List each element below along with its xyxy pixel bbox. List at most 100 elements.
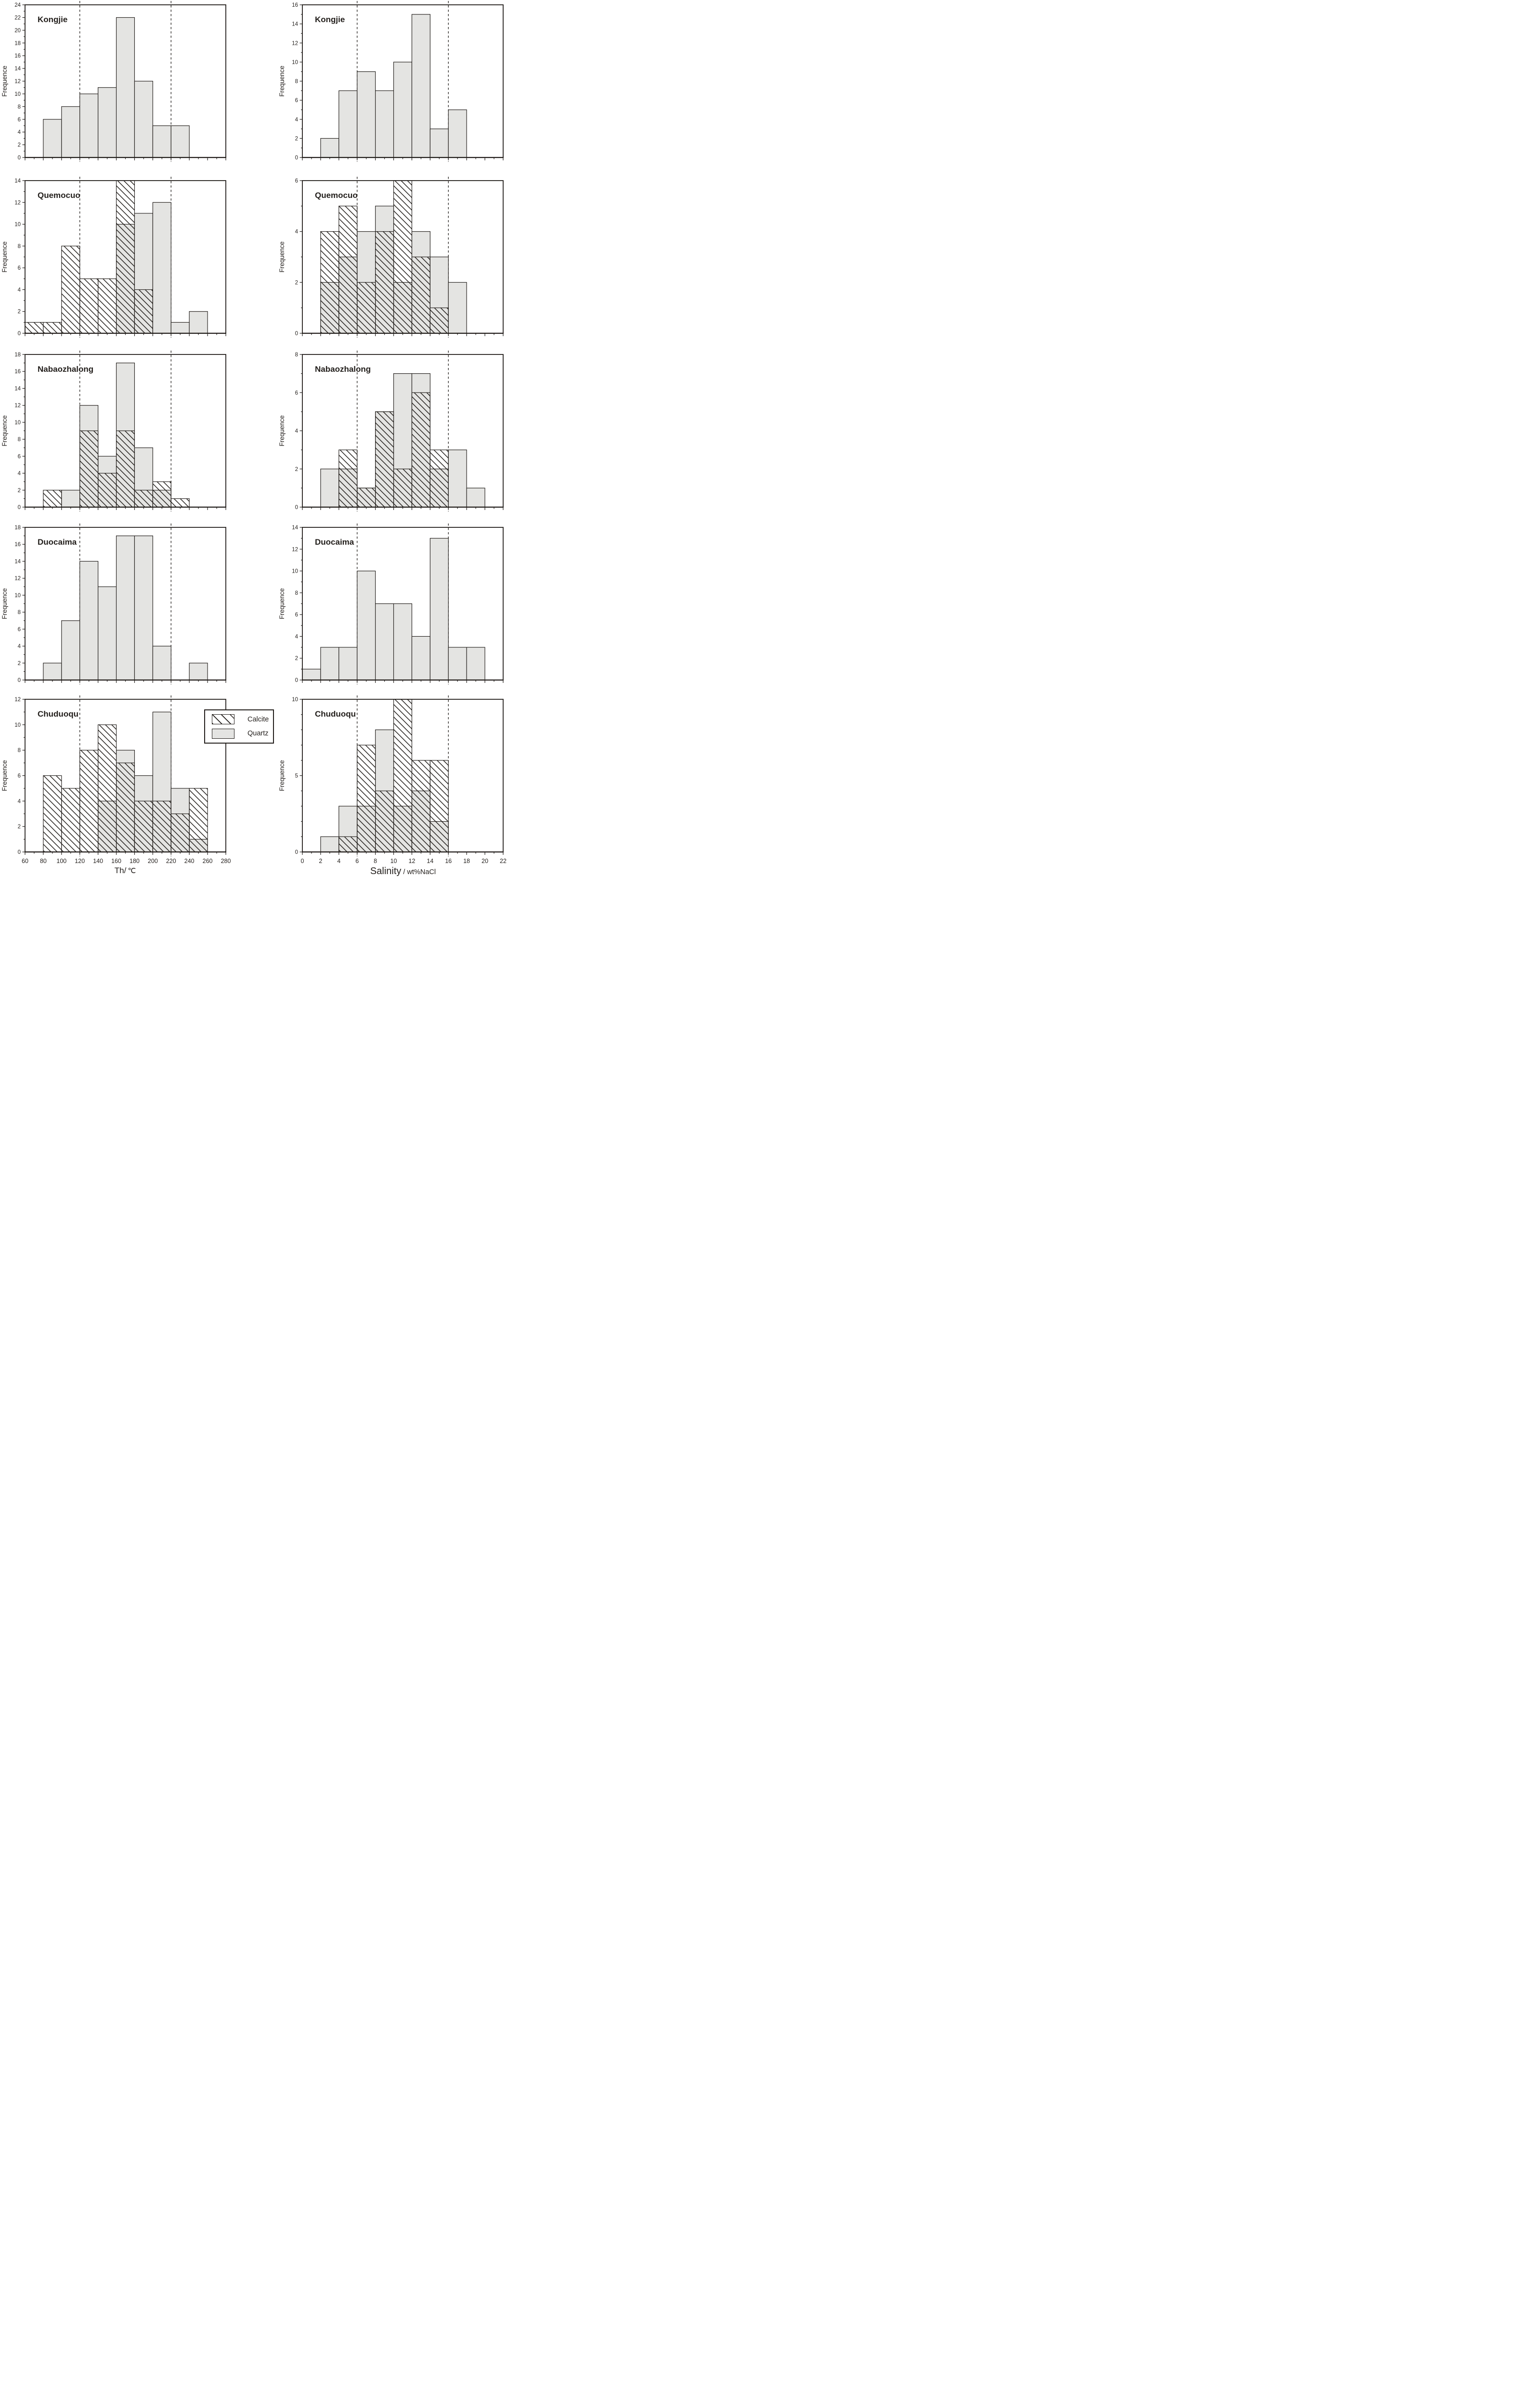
svg-text:10: 10	[14, 593, 21, 599]
svg-text:16: 16	[14, 542, 21, 548]
bar	[61, 620, 80, 681]
dashed-reference-lines	[357, 177, 449, 338]
svg-text:16: 16	[14, 369, 21, 375]
bar	[429, 760, 449, 852]
svg-text:2: 2	[295, 467, 298, 472]
bar	[375, 603, 394, 681]
y-axis-ticks: 0 2 4 6 8 10 12 14	[14, 178, 25, 337]
chart-duocaima-sal: 0 2 4 6 8 10 12 14 Duocaima Frequence	[278, 523, 504, 684]
bar	[98, 724, 117, 852]
bar	[170, 498, 190, 508]
svg-text:0: 0	[18, 155, 21, 161]
bar	[43, 119, 62, 158]
y-axis-label: Frequence	[1, 415, 8, 446]
y-axis-label: Frequence	[278, 65, 286, 97]
svg-text:12: 12	[409, 858, 416, 864]
x-axis-ticks	[302, 680, 504, 683]
svg-text:2: 2	[18, 488, 21, 494]
x-axis-ticks: 60 80 100 120 140 160 180 200 220 240 260 280	[22, 852, 231, 864]
y-axis-ticks: 0 2 4 6 8 10 12	[14, 697, 25, 855]
panel-title: Kongjie	[38, 15, 67, 24]
panel-title: Nabaozhalong	[38, 365, 93, 374]
bar	[189, 311, 208, 334]
svg-text:6: 6	[355, 858, 359, 864]
bars-quartz	[302, 538, 485, 681]
svg-text:12: 12	[14, 697, 21, 703]
panel-title: Duocaima	[315, 537, 354, 547]
svg-text:12: 12	[292, 547, 298, 552]
svg-text:60: 60	[22, 858, 28, 864]
chart-nabaozhalong-th: 0 2 4 6 8 10 12 14 16 18 Nabaozhalong Frequence	[1, 351, 226, 511]
bar	[79, 750, 99, 852]
bar	[357, 745, 376, 852]
bar	[189, 788, 208, 852]
svg-text:4: 4	[18, 798, 21, 804]
chart-nabaozhalong-sal: 0 2 4 6 8 Nabaozhalong Frequence	[278, 351, 504, 511]
svg-text:12: 12	[14, 79, 21, 85]
svg-text:0: 0	[295, 678, 298, 683]
bar	[170, 125, 190, 158]
svg-text:18: 18	[14, 352, 21, 358]
svg-text:2: 2	[18, 309, 21, 315]
y-axis-ticks: 0 2 4 6 8	[295, 352, 302, 510]
svg-text:20: 20	[14, 28, 21, 34]
bar	[393, 62, 413, 158]
bar	[448, 647, 467, 681]
bar	[79, 278, 99, 334]
svg-text:0: 0	[18, 678, 21, 683]
svg-text:140: 140	[93, 858, 103, 864]
svg-text:120: 120	[75, 858, 85, 864]
bar	[448, 282, 467, 334]
x-axis-title-th: Th/℃	[115, 866, 136, 876]
svg-text:12: 12	[292, 40, 298, 46]
svg-text:220: 220	[166, 858, 176, 864]
x-axis-ticks	[25, 157, 226, 160]
svg-text:4: 4	[18, 644, 21, 650]
dashed-reference-lines	[79, 1, 171, 162]
bar	[357, 487, 376, 508]
bar	[320, 138, 339, 158]
svg-text:2: 2	[18, 661, 21, 667]
bar	[411, 636, 430, 681]
svg-text:12: 12	[14, 200, 21, 206]
bars-calcite	[25, 180, 153, 334]
bar	[375, 231, 394, 334]
bar	[375, 90, 394, 158]
bar	[134, 490, 153, 508]
svg-text:100: 100	[56, 858, 66, 864]
svg-text:14: 14	[14, 178, 21, 184]
svg-text:2: 2	[18, 143, 21, 148]
svg-text:0: 0	[295, 331, 298, 337]
x-axis-title-salinity: Salinity / wt%NaCl	[370, 866, 436, 877]
svg-text:10: 10	[292, 697, 298, 703]
x-axis-ticks: 0 2 4 6 8 10 12 14 16 18 20 22	[301, 852, 507, 864]
bar	[411, 14, 430, 158]
y-axis-ticks: 0 2 4 6 8 10 12 14 16 18	[14, 352, 25, 510]
svg-text:14: 14	[292, 22, 298, 27]
bar	[375, 790, 394, 852]
dashed-reference-lines	[357, 1, 449, 162]
bars-calcite	[338, 699, 449, 852]
chart-chuduoqu-th: 0 2 4 6 8 10 12 60 80 100 120 140 160 180 200 220 240 260…	[1, 695, 231, 864]
svg-text:8: 8	[374, 858, 377, 864]
y-axis-ticks: 0 2 4 6 8 10 12 14	[292, 525, 302, 683]
bar	[98, 472, 117, 508]
bar	[116, 762, 135, 852]
bar	[320, 231, 339, 334]
svg-text:6: 6	[18, 454, 21, 459]
svg-text:16: 16	[292, 2, 298, 8]
x-axis-ticks	[25, 507, 226, 510]
bars-calcite	[43, 724, 208, 852]
bar	[79, 561, 99, 681]
chart-duocaima-th: 0 2 4 6 8 10 12 14 16 18 Duocaima Frequence	[1, 523, 226, 684]
legend-label-quartz: Quartz	[247, 730, 269, 738]
svg-text:10: 10	[292, 569, 298, 575]
bar	[320, 836, 339, 852]
svg-text:2: 2	[319, 858, 322, 864]
figure-histogram-grid: 0 2 4 6 8 10 12 14 16 18 20 22 24 Kongjie Frequence 0 2 4…	[0, 0, 511, 883]
svg-text:4: 4	[18, 130, 21, 135]
bar	[448, 449, 467, 508]
y-axis-label: Frequence	[1, 760, 8, 791]
legend-item-quartz: Quartz	[212, 728, 273, 739]
